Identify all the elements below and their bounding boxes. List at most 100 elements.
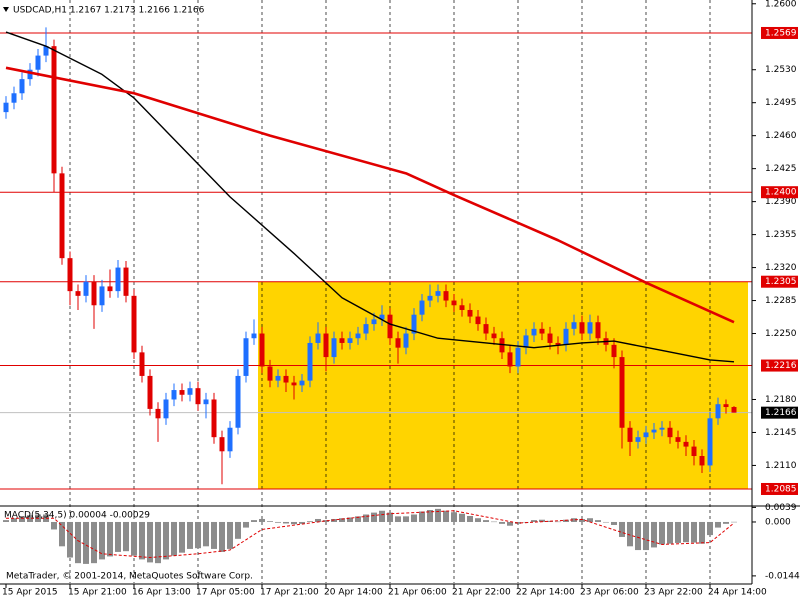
macd-bar xyxy=(219,521,225,552)
candle-body xyxy=(467,309,473,317)
macd-bar xyxy=(11,518,17,522)
macd-bar xyxy=(115,521,121,552)
candle-body xyxy=(555,342,561,345)
x-tick-label: 16 Apr 13:00 xyxy=(132,588,191,598)
macd-bar xyxy=(483,520,489,522)
x-tick-label: 24 Apr 14:00 xyxy=(708,588,767,598)
macd-bar xyxy=(699,521,705,544)
level-label: 1.2216 xyxy=(765,361,797,371)
candle-body xyxy=(483,324,489,334)
macd-bar xyxy=(435,508,441,522)
macd-bar xyxy=(499,521,505,524)
candle-body xyxy=(675,437,681,442)
macd-bar xyxy=(395,516,401,522)
macd-bar xyxy=(3,520,9,522)
y-tick-label: 1.2285 xyxy=(765,296,797,306)
x-tick-label: 15 Apr 21:00 xyxy=(68,588,127,598)
candle-body xyxy=(259,333,265,367)
x-tick-label: 21 Apr 22:00 xyxy=(452,588,511,598)
candle-body xyxy=(595,322,601,339)
candle-body xyxy=(67,258,73,292)
candle-body xyxy=(147,375,153,409)
chart-title: USDCAD,H1 1.2167 1.2173 1.2166 1.2166 xyxy=(13,6,205,16)
macd-bar xyxy=(139,521,145,560)
candle-body xyxy=(331,338,337,358)
macd-bar xyxy=(539,519,545,522)
macd-bar xyxy=(651,521,657,548)
candle-body xyxy=(499,338,505,353)
candle-body xyxy=(155,408,161,419)
macd-y-tick-label: 0.0039 xyxy=(765,503,797,513)
level-label: 1.2305 xyxy=(765,277,797,287)
macd-bar xyxy=(147,521,153,563)
candle-body xyxy=(251,333,257,339)
zone xyxy=(258,281,748,489)
macd-bar xyxy=(179,521,185,553)
menu-triangle[interactable] xyxy=(3,7,9,12)
macd-bar xyxy=(307,521,313,522)
macd-bar xyxy=(403,516,409,522)
candle-body xyxy=(707,418,713,466)
candle-body xyxy=(339,338,345,343)
candle-body xyxy=(395,338,401,348)
macd-bar xyxy=(155,521,161,564)
candle-body xyxy=(267,366,273,381)
x-tick-label: 17 Apr 21:00 xyxy=(260,588,319,598)
candle-body xyxy=(171,390,177,400)
candle-body xyxy=(179,390,185,395)
macd-bar xyxy=(371,512,377,522)
bid-label-bg xyxy=(761,406,798,419)
macd-bar xyxy=(587,518,593,522)
candle-body xyxy=(691,446,697,457)
candle-body xyxy=(379,314,385,320)
candle-body xyxy=(547,333,553,343)
watermark: MetaTrader, © 2001-2014, MetaQuotes Soft… xyxy=(6,572,253,582)
candle-body xyxy=(131,295,137,353)
macd-title: MACD(5,34,5) 0.00004 -0.00029 xyxy=(4,511,150,521)
macd-bar xyxy=(715,521,721,528)
macd-bar xyxy=(211,521,217,549)
candle-body xyxy=(291,382,297,386)
candle-body xyxy=(315,333,321,343)
candle-body xyxy=(11,93,17,103)
macd-bar xyxy=(227,521,233,549)
macd-bar xyxy=(675,521,681,543)
candle-body xyxy=(427,295,433,301)
macd-bar xyxy=(411,514,417,522)
macd-bar xyxy=(59,521,65,547)
macd-bar xyxy=(275,521,281,523)
macd-bar xyxy=(419,511,425,522)
macd-bar xyxy=(563,519,569,522)
candle-body xyxy=(571,322,577,329)
candle-body xyxy=(387,314,393,339)
candle-body xyxy=(83,281,89,296)
moving-average xyxy=(5,66,735,324)
x-tick-label: 22 Apr 14:00 xyxy=(516,588,575,598)
macd-bar xyxy=(667,521,673,544)
candle-body xyxy=(275,375,281,381)
macd-bar xyxy=(99,521,105,560)
macd-bar xyxy=(507,521,513,526)
x-tick-label: 23 Apr 06:00 xyxy=(580,588,639,598)
candle-body xyxy=(307,342,313,381)
macd-bar xyxy=(659,521,665,545)
candle-body xyxy=(211,399,217,438)
macd-bar xyxy=(187,521,193,549)
level-label: 1.2085 xyxy=(765,484,797,494)
candle-body xyxy=(515,347,521,367)
candle-body xyxy=(667,427,673,438)
candle-body xyxy=(723,404,729,408)
candle-body xyxy=(27,69,33,80)
macd-bar xyxy=(243,521,249,528)
macd-bar xyxy=(291,521,297,525)
candle-body xyxy=(355,333,361,339)
candle-body xyxy=(459,305,465,310)
macd-bar xyxy=(571,518,577,522)
candle-body xyxy=(219,437,225,452)
macd-bar xyxy=(627,521,633,547)
candle-body xyxy=(731,407,737,413)
x-tick-label: 20 Apr 14:00 xyxy=(324,588,383,598)
level-label-bg xyxy=(761,482,798,495)
